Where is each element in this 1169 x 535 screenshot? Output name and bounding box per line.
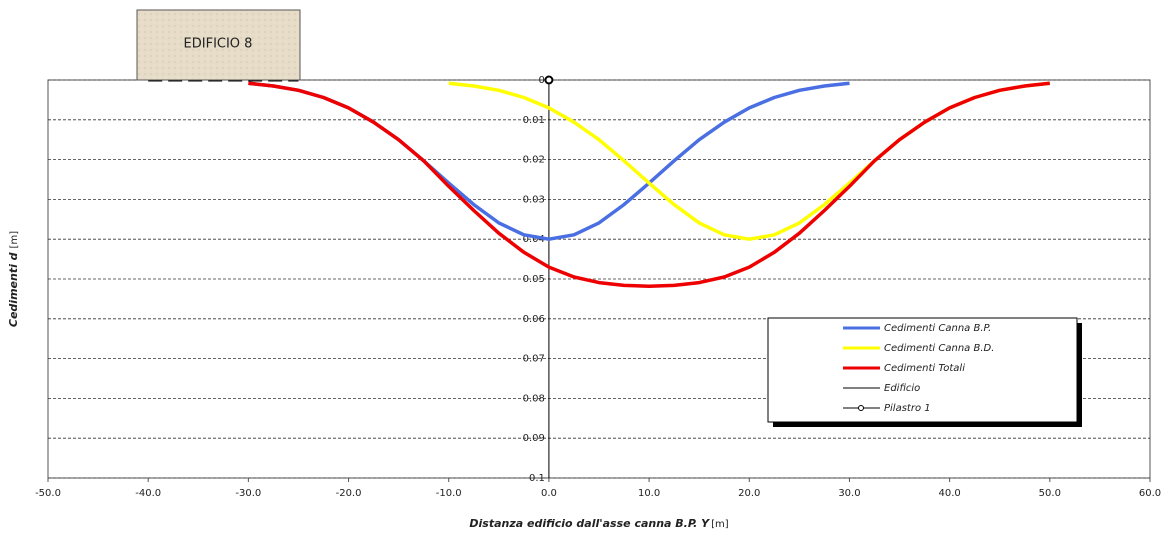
legend-label: Pilastro 1 — [884, 403, 931, 414]
y-title: Cedimenti d — [7, 252, 20, 327]
x-tick-label: 60.0 — [1139, 488, 1161, 499]
building-label: EDIFICIO 8 — [184, 37, 253, 52]
x-tick-label: -30.0 — [235, 488, 261, 499]
y-axis-title: Cedimenti d [m] — [7, 231, 20, 327]
x-tick-label: 0.0 — [541, 488, 557, 499]
x-title: Distanza edificio dall'asse canna B.P. Y — [469, 517, 710, 530]
x-tick-label: -10.0 — [436, 488, 462, 499]
y-unit: [m] — [9, 231, 20, 249]
x-tick-label: -20.0 — [336, 488, 362, 499]
legend-marker — [859, 406, 864, 411]
y-tick-label: 0.07 — [523, 354, 545, 365]
y-tick-label: 0 — [539, 75, 545, 86]
legend-label: Cedimenti Canna B.D. — [884, 343, 994, 354]
y-tick-label: 0.08 — [523, 393, 545, 404]
y-tick-label: 0.06 — [523, 314, 545, 325]
page: {"chart_data": { "type": "line", "buildi… — [0, 0, 1169, 535]
x-tick-label: 20.0 — [738, 488, 760, 499]
x-tick-label: -40.0 — [135, 488, 161, 499]
legend-label: Cedimenti Canna B.P. — [884, 323, 991, 334]
x-tick-label: -50.0 — [35, 488, 61, 499]
x-tick-label: 30.0 — [838, 488, 860, 499]
legend-label: Cedimenti Totali — [884, 363, 965, 374]
y-tick-label: 0.05 — [523, 274, 545, 285]
y-tick-label: 0.01 — [523, 115, 545, 126]
x-tick-label: 50.0 — [1039, 488, 1061, 499]
legend-label: Edificio — [884, 383, 920, 394]
y-tick-label: 0.02 — [523, 155, 545, 166]
x-tick-label: 10.0 — [638, 488, 660, 499]
y-tick-label: 0.03 — [523, 194, 545, 205]
chart: 00.010.020.030.040.050.060.070.080.090.1… — [0, 0, 1169, 535]
point-marker — [545, 77, 552, 84]
y-tick-label: 0.1 — [529, 473, 545, 484]
x-axis-title: Distanza edificio dall'asse canna B.P. Y… — [469, 517, 728, 530]
x-tick-label: 40.0 — [939, 488, 961, 499]
x-unit: [m] — [711, 519, 729, 530]
y-tick-label: 0.09 — [523, 433, 545, 444]
